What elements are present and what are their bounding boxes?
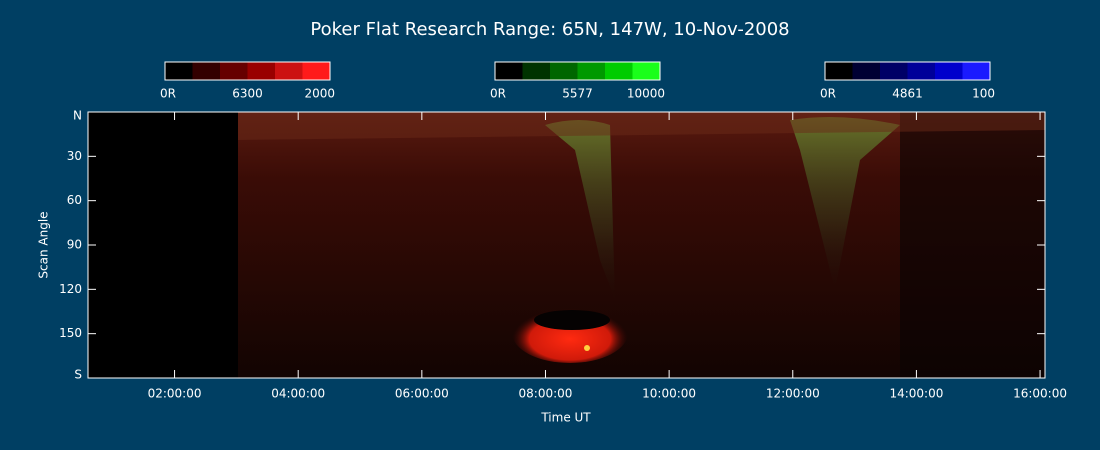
y-tick-label: 120	[59, 282, 82, 296]
colorbar-frame	[164, 61, 331, 81]
colorbar-label: 2000	[304, 87, 335, 101]
x-tick-label: 14:00:00	[889, 387, 943, 401]
x-tick-label: 10:00:00	[642, 387, 696, 401]
colorbar-segment	[605, 62, 633, 80]
colorbar-label: 0R	[160, 87, 176, 101]
y-tick-label: N	[73, 109, 82, 123]
colorbar-segment	[220, 62, 248, 80]
x-tick-label: 08:00:00	[519, 387, 573, 401]
y-tick-label: 90	[67, 238, 82, 252]
colorbar-label: 6300	[232, 87, 263, 101]
x-tick-label: 12:00:00	[766, 387, 820, 401]
keogram-image	[88, 112, 1045, 378]
y-tick-label: 30	[67, 149, 82, 163]
colorbar-segment	[632, 62, 660, 80]
colorbar-segment	[907, 62, 935, 80]
y-tick-label: 60	[67, 193, 82, 207]
x-tick-label: 04:00:00	[271, 387, 325, 401]
x-tick-label: 16:00:00	[1013, 387, 1067, 401]
colorbar-segment	[165, 62, 193, 80]
x-axis-label: Time UT	[540, 411, 591, 425]
colorbar-label: 4861	[892, 87, 923, 101]
x-tick-label: 02:00:00	[148, 387, 202, 401]
colorbar-label: 5577	[562, 87, 593, 101]
colorbar-segment	[522, 62, 550, 80]
colorbar-frame	[494, 61, 661, 81]
y-tick-label: S	[74, 368, 82, 382]
colorbar-segment	[495, 62, 523, 80]
colorbar-segment	[247, 62, 275, 80]
colorbar-label: 0R	[490, 87, 506, 101]
colorbar-segment	[962, 62, 990, 80]
colorbar-segment	[577, 62, 605, 80]
colorbar-label: 0R	[820, 87, 836, 101]
colorbar-label: 10000	[627, 87, 665, 101]
chart-title: Poker Flat Research Range: 65N, 147W, 10…	[310, 19, 789, 40]
colorbar-segment	[825, 62, 853, 80]
y-axis-label: Scan Angle	[37, 211, 51, 278]
x-tick-label: 06:00:00	[395, 387, 449, 401]
colorbar-segment	[192, 62, 220, 80]
colorbar-segment	[852, 62, 880, 80]
y-tick-label: 150	[59, 326, 82, 340]
colorbar-segment	[275, 62, 303, 80]
colorbar-segment	[550, 62, 578, 80]
colorbar-label: 100	[972, 87, 995, 101]
colorbar-segment	[302, 62, 330, 80]
colorbar-segment	[880, 62, 908, 80]
colorbar-frame	[824, 61, 991, 81]
colorbar-segment	[935, 62, 963, 80]
